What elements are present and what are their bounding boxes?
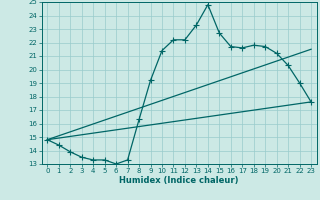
X-axis label: Humidex (Indice chaleur): Humidex (Indice chaleur) <box>119 176 239 185</box>
